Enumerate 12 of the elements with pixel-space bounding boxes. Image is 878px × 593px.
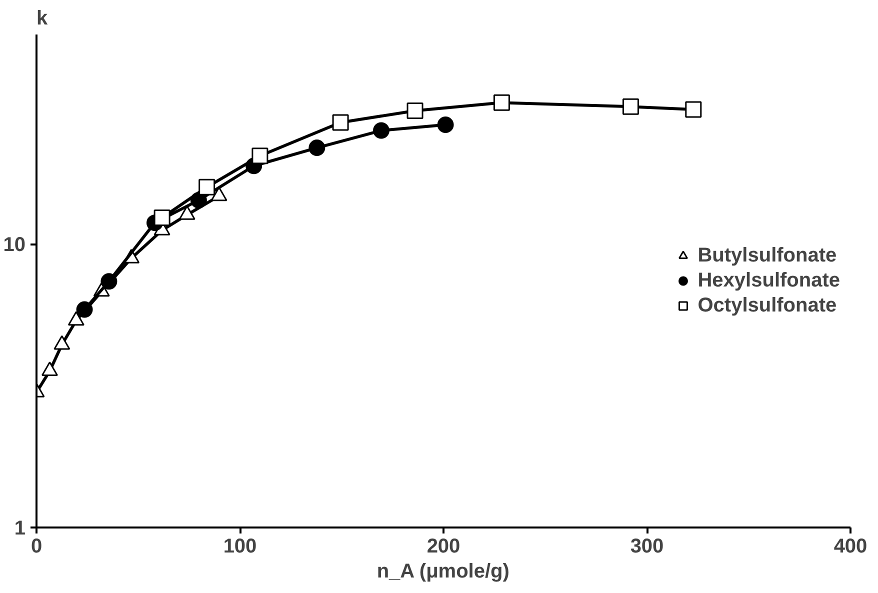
y-tick-label: 1: [14, 518, 26, 540]
x-tick-label: 300: [630, 536, 664, 558]
x-axis-title: n_A (μmole/g): [376, 560, 510, 582]
legend-label: Octylsulfonate: [698, 294, 837, 317]
x-tick-label: 0: [30, 536, 42, 558]
x-tick-label: 400: [834, 536, 868, 558]
x-tick-label: 200: [426, 536, 460, 558]
y-axis-title: k: [36, 8, 48, 30]
y-tick-label: 10: [3, 234, 26, 256]
x-tick-label: 100: [223, 536, 257, 558]
legend-label: Butylsulfonate: [698, 244, 837, 267]
legend-label: Hexylsulfonate: [698, 269, 840, 292]
